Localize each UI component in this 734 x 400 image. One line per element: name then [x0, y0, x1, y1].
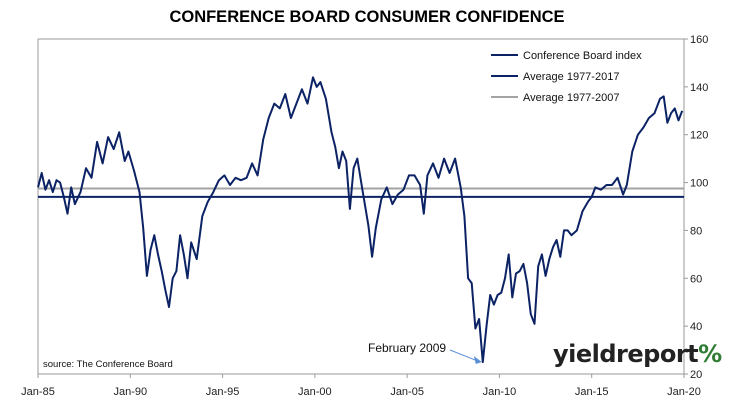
y-tick-label: 100 [690, 178, 708, 190]
source-note: source: The Conference Board [43, 359, 173, 370]
legend-label: Average 1977-2007 [523, 92, 619, 104]
y-axis-ticks: 20 40 60 80 100 120 140 160 [684, 34, 708, 381]
x-tick-label: Jan-15 [575, 386, 609, 398]
series-group [37, 76, 684, 363]
x-tick-label: Jan-90 [113, 386, 147, 398]
y-tick-label: 60 [690, 273, 702, 285]
x-tick-label: Jan-85 [21, 386, 55, 398]
y-tick-label: 120 [690, 130, 708, 142]
y-tick-label: 80 [690, 225, 702, 237]
annotation-arrowhead-icon [473, 356, 482, 365]
brand-logo: yieldreport% [553, 340, 722, 368]
plot-area-frame [37, 38, 685, 375]
x-tick-label: Jan-20 [667, 386, 701, 398]
x-axis-ticks: Jan-85 Jan-90 Jan-95 Jan-00 Jan-05 Jan-10 Jan-… [21, 374, 701, 398]
x-tick-label: Jan-00 [298, 386, 332, 398]
y-tick-label: 160 [690, 34, 708, 46]
annotation: February 2009 [368, 341, 482, 365]
brand-name: yieldreport [553, 340, 699, 368]
x-tick-label: Jan-95 [206, 386, 240, 398]
y-tick-label: 40 [690, 321, 702, 333]
y-tick-label: 20 [690, 369, 702, 381]
average-lines [38, 187, 684, 198]
x-tick-label: Jan-10 [483, 386, 517, 398]
conference-board-index-line [37, 76, 684, 363]
legend-label: Average 1977-2017 [523, 71, 619, 83]
y-tick-label: 140 [690, 82, 708, 94]
annotation-arrow-line [449, 349, 479, 362]
chart-title: CONFERENCE BOARD CONSUMER CONFIDENCE [169, 8, 565, 26]
x-tick-label: Jan-05 [390, 386, 424, 398]
annotation-label: February 2009 [368, 341, 446, 355]
brand-percent-icon: % [698, 340, 722, 368]
legend: Conference Board index Average 1977-2017 A… [491, 50, 642, 104]
legend-label: Conference Board index [523, 50, 642, 62]
